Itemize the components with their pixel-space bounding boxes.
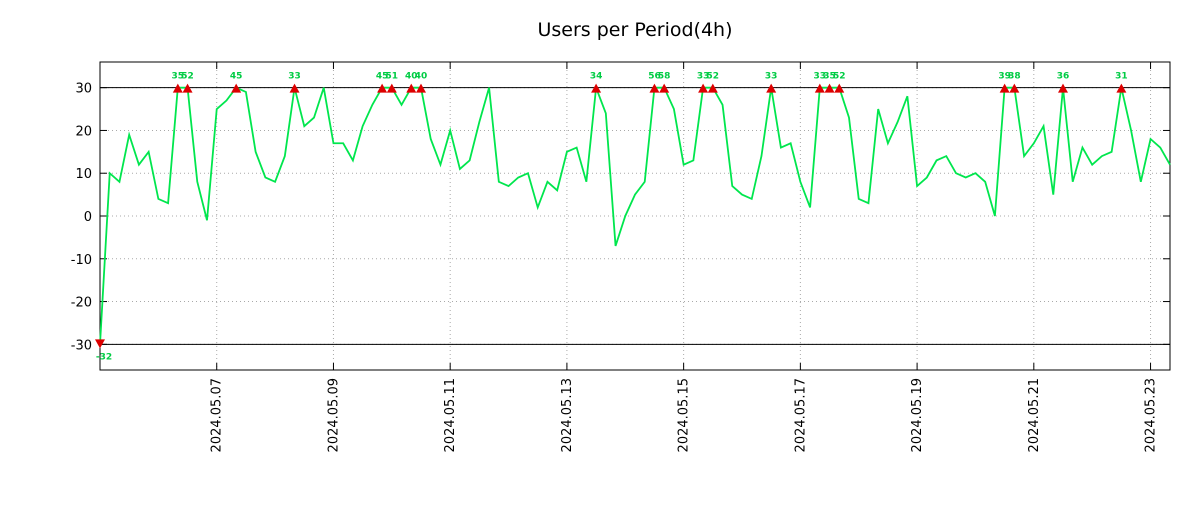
clip-marker-up <box>377 83 388 93</box>
clip-marker-up <box>1058 83 1068 93</box>
clip-marker-up <box>386 83 397 93</box>
peak-value-label: 45 <box>376 72 389 82</box>
y-tick-label: -30 <box>71 338 92 353</box>
series-line <box>99 86 1171 345</box>
x-tick-label: 2024.05.13 <box>560 378 575 452</box>
clip-marker-up <box>999 83 1010 93</box>
peak-value-label: 39 <box>998 72 1011 82</box>
y-tick-label: 20 <box>75 124 92 139</box>
clip-marker-up <box>834 83 845 93</box>
peak-value-label: 33 <box>697 72 710 82</box>
chart-title: Users per Period(4h) <box>537 19 732 41</box>
x-tick-label: 2024.05.19 <box>910 378 925 452</box>
peak-value-label: 40 <box>415 72 428 82</box>
peak-value-label: 33 <box>814 72 827 82</box>
clip-marker-up <box>231 83 242 93</box>
peak-value-label: 38 <box>1008 72 1021 82</box>
clip-marker-down <box>95 339 105 349</box>
peak-value-label: 45 <box>230 72 243 82</box>
clip-marker-up <box>814 83 825 93</box>
clip-marker-up <box>406 83 417 93</box>
clip-marker-up <box>591 83 602 93</box>
peak-value-label: 35 <box>823 72 836 82</box>
peak-value-label: 52 <box>833 72 846 82</box>
x-tick-label: 2024.05.09 <box>326 378 341 452</box>
clip-marker-up <box>766 83 777 93</box>
peak-value-label: 33 <box>765 72 778 82</box>
clip-marker-up <box>659 83 670 93</box>
peak-value-label: 56 <box>648 72 661 82</box>
x-tick-label: 2024.05.11 <box>443 378 458 452</box>
tick-labels: 30 20 10 0 -10 -20 -30 2024.05.07 2024.05.09 2024… <box>71 82 1159 453</box>
peak-value-label: 33 <box>288 72 301 82</box>
peak-value-label: 51 <box>386 72 399 82</box>
x-tick-label: 2024.05.23 <box>1144 378 1159 452</box>
y-tick-label: -20 <box>71 296 92 311</box>
axes <box>99 61 1171 371</box>
clip-marker-up <box>649 83 660 93</box>
clip-marker-up <box>1116 83 1127 93</box>
peak-value-label: 31 <box>1115 72 1128 82</box>
clip-marker-up <box>172 83 183 93</box>
gridlines <box>100 62 1170 370</box>
x-tick-label: 2024.05.21 <box>1027 378 1042 452</box>
peak-value-label: 52 <box>181 72 194 82</box>
peak-value-label: 52 <box>707 72 720 82</box>
peak-value-label: 40 <box>405 72 418 82</box>
peak-value-label: -32 <box>96 352 112 362</box>
peak-value-label: 36 <box>1057 72 1070 82</box>
clip-marker-up <box>707 83 718 93</box>
x-tick-label: 2024.05.07 <box>210 378 225 452</box>
clip-marker-up <box>1009 83 1020 93</box>
clip-marker-up <box>289 83 300 93</box>
peak-value-label: 35 <box>172 72 185 82</box>
clip-marker-up <box>824 83 835 93</box>
clip-marker-up <box>698 83 709 93</box>
clip-marker-up <box>416 83 426 93</box>
y-tick-label: 0 <box>84 210 92 225</box>
peak-value-label: 34 <box>590 72 603 82</box>
x-tick-label: 2024.05.17 <box>793 378 808 452</box>
clip-marker-up <box>182 83 193 93</box>
y-tick-label: 30 <box>75 82 92 97</box>
y-tick-label: -10 <box>71 253 92 268</box>
y-tick-label: 10 <box>75 167 92 182</box>
peak-value-label: 58 <box>658 72 671 82</box>
users-series-line <box>99 86 1171 345</box>
x-tick-label: 2024.05.15 <box>677 378 692 452</box>
